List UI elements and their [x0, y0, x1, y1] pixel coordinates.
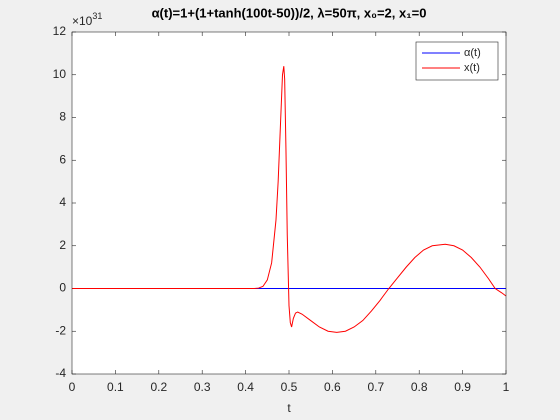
x-axis-label: t	[287, 401, 291, 415]
plot-area	[72, 32, 506, 374]
multiplier-exponent: 31	[92, 11, 102, 21]
x-tick-label: 0.8	[411, 380, 428, 394]
x-tick-label: 0.5	[281, 380, 298, 394]
x-tick-label: 0.3	[194, 380, 211, 394]
chart-title: α(t)=1+(1+tanh(100t-50))/2, λ=50π, x₀=2,…	[152, 5, 427, 20]
x-tick-label: 1	[503, 380, 510, 394]
y-tick-label: 12	[53, 24, 67, 38]
y-tick-label: 0	[59, 281, 66, 295]
y-tick-label: 4	[59, 195, 66, 209]
y-tick-label: 8	[59, 110, 66, 124]
x-tick-label: 0.2	[150, 380, 167, 394]
legend-box	[415, 41, 499, 81]
series-line	[72, 66, 507, 333]
x-tick-label: 0.1	[107, 380, 124, 394]
x-tick-label: 0.6	[324, 380, 341, 394]
x-tick-label: 0.7	[367, 380, 384, 394]
multiplier-base: ×10	[72, 14, 93, 28]
x-tick-label: 0.9	[454, 380, 471, 394]
x-tick-label: 0.4	[237, 380, 254, 394]
y-tick-label: 10	[53, 67, 67, 81]
axes-box	[71, 31, 507, 375]
y-multiplier: ×1031	[72, 11, 102, 28]
legend-label: α(t)	[464, 47, 481, 59]
x-tick-label: 0	[69, 380, 76, 394]
legend-label: x(t)	[464, 62, 480, 74]
y-tick-label: -4	[55, 366, 66, 380]
y-tick-label: 6	[59, 152, 66, 166]
y-tick-label: -2	[55, 323, 66, 337]
y-tick-label: 2	[59, 238, 66, 252]
